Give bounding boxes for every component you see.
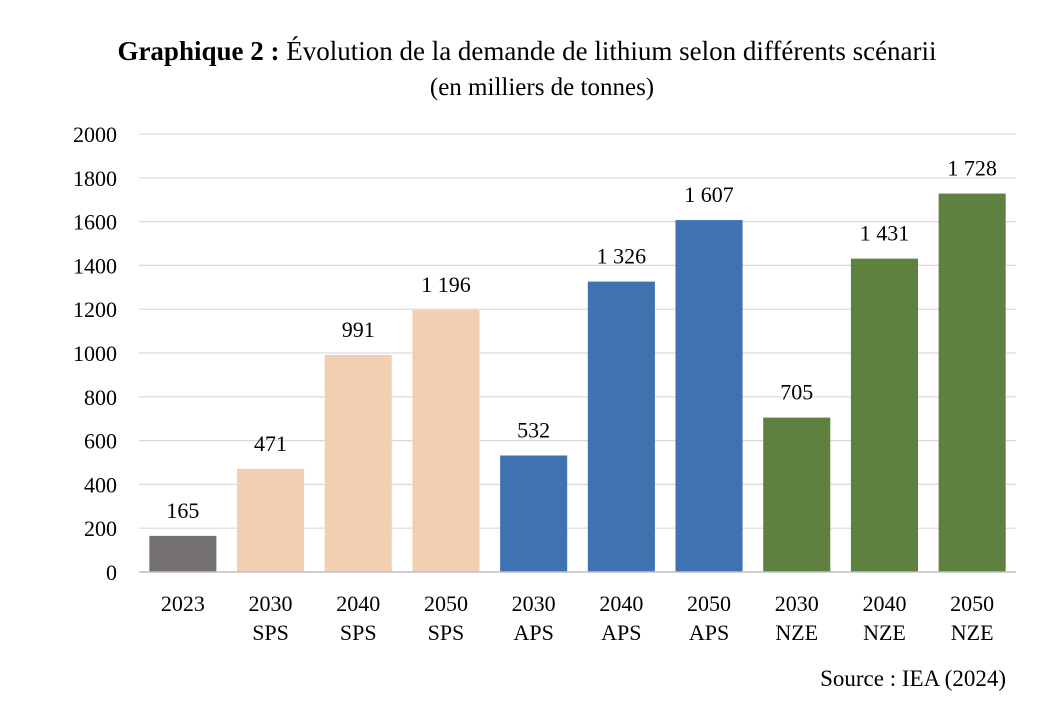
x-tick-scenario: NZE [775,620,818,645]
bar [149,535,217,572]
x-tick-year: 2040 [336,591,380,616]
x-tick-year: 2050 [424,591,468,616]
x-tick-scenario: NZE [863,620,906,645]
data-labels: 165 471 991 1 196 532 1 326 1 607 705 1 431 1 728 [166,156,997,523]
y-tick-label: 2000 [73,122,117,147]
y-tick-label: 400 [84,472,117,497]
y-tick-label: 800 [84,385,117,410]
x-tick-year: 2030 [249,591,293,616]
data-label: 532 [517,417,550,442]
data-label: 705 [780,380,813,405]
chart-title: Graphique 2 : Évolution de la demande de… [0,34,1054,68]
x-tick-scenario: APS [513,620,553,645]
y-tick-label: 1200 [73,297,117,322]
x-tick-year: 2040 [862,591,906,616]
y-tick-label: 1800 [73,166,117,191]
bar [324,354,392,572]
data-label: 1 326 [597,244,647,269]
y-tick-label: 1400 [73,253,117,278]
bar [237,468,305,572]
chart-subtitle: (en milliers de tonnes) [429,74,655,101]
bar [763,417,831,572]
x-tick-year: 2050 [687,591,731,616]
x-tick-scenario: SPS [340,620,377,645]
bar [587,281,655,572]
x-tick-year: 2030 [775,591,819,616]
y-tick-label: 600 [84,429,117,454]
bar [938,193,1006,572]
bar [412,310,480,572]
x-tick-scenario: APS [689,620,729,645]
data-label: 1 607 [684,182,734,207]
source-note: Source : IEA (2024) [820,666,1006,691]
x-axis-ticks: 2023 2030 SPS 2040 SPS 2050 SPS 2030 APS 2040 APS 2… [161,591,994,645]
y-tick-label: 1600 [73,210,117,235]
x-tick-scenario: SPS [252,620,289,645]
bar [850,258,918,572]
bar [675,220,743,572]
y-axis-ticks: 0 200 400 600 800 1000 1200 1400 1600 1800 2000 [73,122,117,585]
x-tick-year: 2040 [599,591,643,616]
data-label: 1 431 [860,221,910,246]
y-tick-label: 1000 [73,341,117,366]
y-tick-label: 200 [84,516,117,541]
x-tick-scenario: NZE [951,620,994,645]
data-label: 471 [254,431,287,456]
bars [149,193,1006,572]
chart-title-text: Évolution de la demande de lithium selon… [286,36,937,66]
data-label: 991 [342,317,375,342]
x-tick-year: 2050 [950,591,994,616]
data-label: 165 [166,498,199,523]
x-tick-scenario: APS [601,620,641,645]
y-tick-label: 0 [106,560,117,585]
x-tick-scenario: SPS [428,620,465,645]
chart-title-prefix: Graphique 2 : [117,36,280,66]
x-tick-year: 2030 [512,591,556,616]
data-label: 1 728 [947,156,997,181]
x-tick-year: 2023 [161,591,205,616]
bar [500,455,568,572]
data-label: 1 196 [421,272,471,297]
